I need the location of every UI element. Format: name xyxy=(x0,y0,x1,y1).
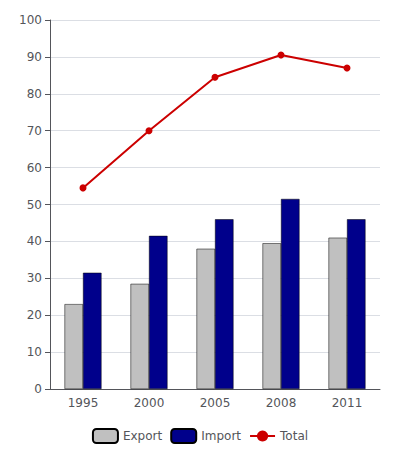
svg-text:90: 90 xyxy=(27,50,42,64)
svg-text:50: 50 xyxy=(27,198,42,212)
svg-text:Total: Total xyxy=(279,429,308,443)
svg-text:2011: 2011 xyxy=(332,396,363,410)
svg-text:60: 60 xyxy=(27,161,42,175)
svg-text:Export: Export xyxy=(123,429,163,443)
svg-text:20: 20 xyxy=(27,308,42,322)
svg-text:80: 80 xyxy=(27,87,42,101)
svg-text:40: 40 xyxy=(27,234,42,248)
svg-text:Import: Import xyxy=(201,429,241,443)
svg-text:30: 30 xyxy=(27,271,42,285)
svg-text:2008: 2008 xyxy=(266,396,297,410)
svg-text:0: 0 xyxy=(34,382,42,396)
svg-text:2005: 2005 xyxy=(200,396,231,410)
svg-text:10: 10 xyxy=(27,345,42,359)
svg-text:70: 70 xyxy=(27,124,42,138)
svg-text:2000: 2000 xyxy=(134,396,165,410)
svg-text:100: 100 xyxy=(19,13,42,27)
svg-text:1995: 1995 xyxy=(68,396,99,410)
